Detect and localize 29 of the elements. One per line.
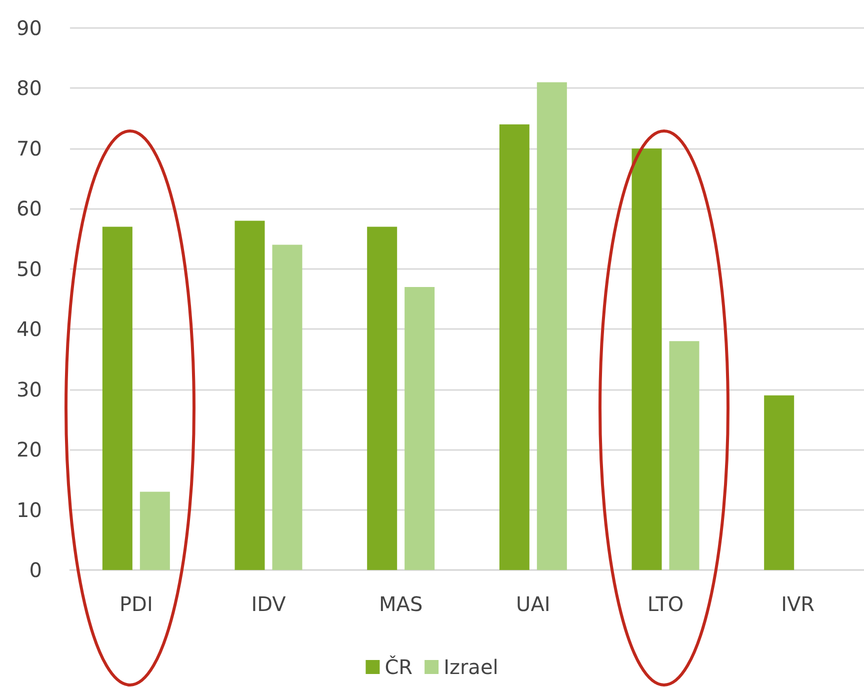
y-tick-label: 70 <box>16 136 42 160</box>
bar <box>272 244 302 570</box>
x-tick-label: IVR <box>781 592 815 616</box>
bar <box>669 341 700 570</box>
legend-label: ČR <box>384 655 413 679</box>
y-tick-label: 40 <box>16 317 42 342</box>
bar <box>632 148 662 570</box>
y-tick-label: 60 <box>16 196 42 221</box>
y-tick-label: 10 <box>16 498 42 522</box>
y-tick-label: 90 <box>16 16 42 40</box>
x-tick-label: MAS <box>379 592 423 616</box>
y-tick-label: 20 <box>16 438 42 462</box>
y-tick-label: 30 <box>16 377 42 402</box>
x-tick-label: IDV <box>251 592 286 616</box>
bar <box>764 395 794 570</box>
legend-label: Izrael <box>444 655 498 679</box>
x-tick-label: PDI <box>119 592 153 616</box>
bar <box>404 286 435 570</box>
y-tick-label: 80 <box>16 76 42 100</box>
bar <box>234 220 265 570</box>
x-tick-label: UAI <box>516 592 550 616</box>
bar <box>499 124 530 570</box>
y-tick-label: 0 <box>29 558 42 582</box>
bar <box>140 492 170 570</box>
bar <box>102 226 132 570</box>
x-tick-label: LTO <box>647 592 684 616</box>
y-tick-label: 50 <box>16 256 42 281</box>
bar <box>536 82 567 570</box>
bar <box>367 226 398 570</box>
